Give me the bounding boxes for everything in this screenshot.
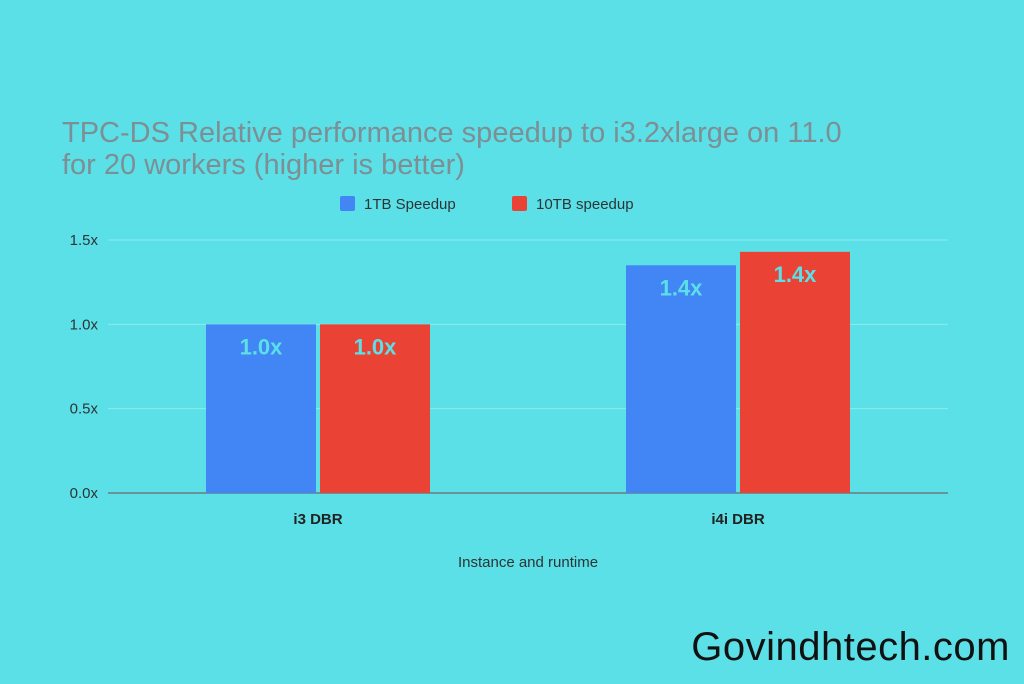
y-tick-label: 1.0x [70,316,99,333]
y-tick-label: 1.5x [70,232,99,249]
legend-swatch-10tb [512,196,527,211]
watermark-text: Govindhtech.com [691,625,1010,669]
data-labels: 1.0x 1.0x 1.4x 1.4x [240,262,818,360]
bar-1tb-i4i [626,265,736,493]
legend-label-10tb: 10TB speedup [536,196,634,213]
bar-10tb-i3 [320,324,430,493]
legend-swatch-1tb [340,196,355,211]
y-axis-ticks: 0.0x 0.5x 1.0x 1.5x [70,232,99,502]
data-label: 1.4x [774,262,818,287]
y-tick-label: 0.0x [70,485,99,502]
x-axis-title: Instance and runtime [458,554,598,571]
data-label: 1.0x [240,334,284,359]
x-category-label: i3 DBR [293,511,342,528]
x-category-label: i4i DBR [711,511,765,528]
bar-1tb-i3 [206,324,316,493]
bar-10tb-i4i [740,251,850,493]
legend-label-1tb: 1TB Speedup [364,196,456,213]
x-axis-categories: i3 DBR i4i DBR [293,511,764,528]
bars [206,251,850,493]
chart-title: TPC-DS Relative performance speedup to i… [62,117,842,181]
data-label: 1.0x [354,334,398,359]
chart-title-line-1: TPC-DS Relative performance speedup to i… [62,117,842,149]
chart-title-line-2: for 20 workers (higher is better) [62,149,465,181]
data-label: 1.4x [660,275,704,300]
y-tick-label: 0.5x [70,401,99,418]
chart-legend: 1TB Speedup 10TB speedup [340,196,634,213]
